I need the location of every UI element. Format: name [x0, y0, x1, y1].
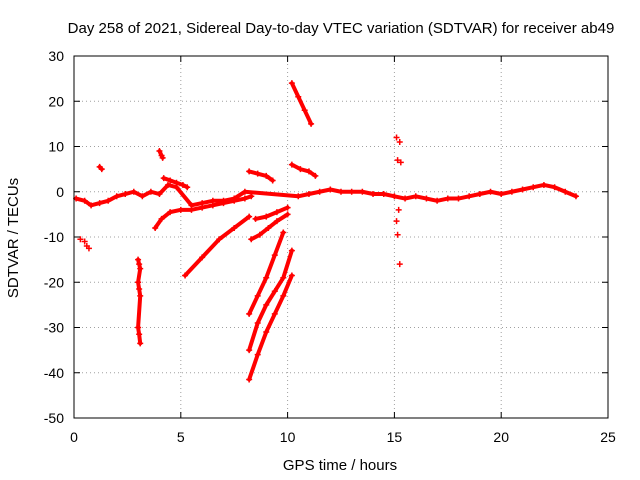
data-point — [396, 261, 403, 268]
series-trail — [289, 81, 314, 126]
series-track-2 — [182, 213, 253, 279]
series-trail — [247, 169, 275, 183]
series-trail — [247, 248, 294, 353]
x-tick-label: 25 — [600, 429, 616, 445]
y-tick-label: -10 — [44, 229, 64, 245]
x-axis-label: GPS time / hours — [283, 457, 397, 474]
series-cluster-12 — [135, 256, 144, 347]
series-cluster-14 — [160, 175, 191, 191]
series-trail — [183, 214, 252, 278]
data-point — [394, 157, 401, 164]
series-arc-1 — [152, 193, 255, 231]
series-trail — [153, 194, 254, 230]
x-tick-label: 15 — [387, 429, 403, 445]
y-tick-label: -40 — [44, 365, 64, 381]
y-tick-label: -20 — [44, 274, 64, 290]
series-trail — [289, 162, 318, 178]
data-point — [396, 138, 403, 145]
series-track-3 — [248, 211, 291, 243]
y-tick-label: -30 — [44, 320, 64, 336]
series-near-zero-band — [73, 181, 579, 209]
series-track-8 — [288, 80, 315, 127]
data-point — [395, 206, 402, 213]
series-cluster-10 — [77, 236, 92, 252]
series-trail — [249, 212, 290, 242]
series-cluster-11 — [96, 163, 105, 173]
data-point — [85, 245, 92, 252]
y-tick-label: 20 — [48, 93, 64, 109]
data-point — [81, 238, 88, 245]
data-point — [394, 231, 401, 238]
series-track-5 — [246, 229, 287, 317]
series-trail — [247, 230, 286, 316]
series-trail — [97, 164, 104, 172]
series-cluster-16 — [393, 134, 404, 268]
x-tick-label: 5 — [177, 429, 185, 445]
y-tick-label: 10 — [48, 139, 64, 155]
x-tick-label: 20 — [493, 429, 509, 445]
y-axis-label: SDTVAR / TECUs — [5, 178, 22, 298]
series-trail — [247, 273, 294, 382]
y-tick-label: -50 — [44, 410, 64, 426]
series-track-4 — [252, 204, 291, 222]
series-trail — [74, 182, 578, 208]
data-point — [77, 236, 84, 243]
series-cluster-15 — [246, 168, 276, 184]
axis-ticks: 0 5 10 15 20 25 -50 -40 -30 -20 -10 0 10 20 30 — [44, 48, 616, 445]
data-points — [73, 80, 579, 383]
series-trail — [253, 205, 290, 221]
series-trail — [161, 176, 190, 190]
series-cluster-13 — [156, 148, 166, 161]
data-point — [393, 218, 400, 225]
y-tick-label: 30 — [48, 48, 64, 64]
series-trail — [136, 257, 143, 346]
y-tick-label: 0 — [56, 184, 64, 200]
x-tick-label: 0 — [70, 429, 78, 445]
series-track-9 — [288, 161, 319, 179]
series-track-6 — [246, 247, 295, 354]
series-trail — [157, 149, 165, 160]
chart-title: Day 258 of 2021, Sidereal Day-to-day VTE… — [68, 20, 615, 37]
series-track-7 — [246, 272, 295, 383]
data-point — [393, 134, 400, 141]
data-point — [397, 159, 404, 166]
x-tick-label: 10 — [280, 429, 296, 445]
